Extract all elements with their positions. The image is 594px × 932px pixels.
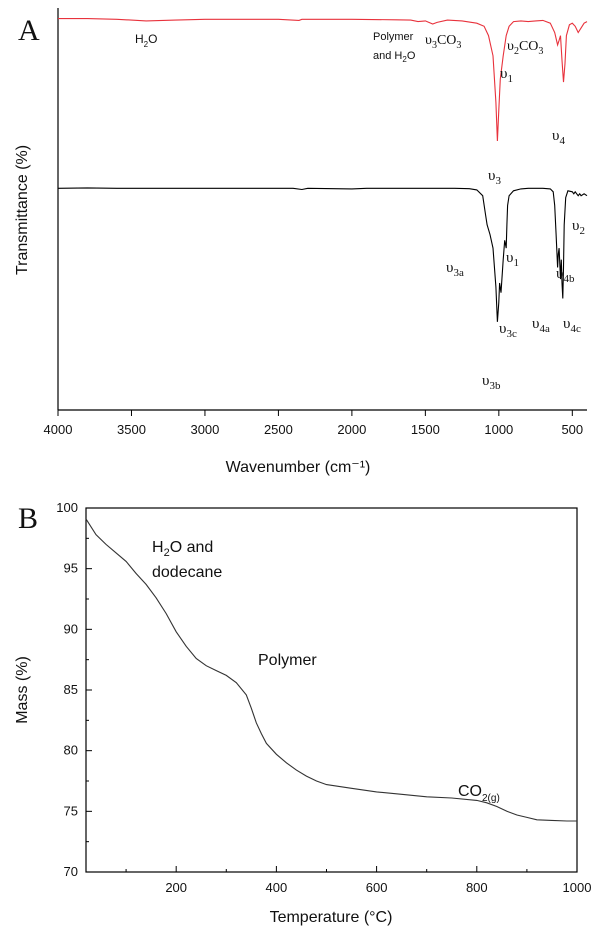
annotation-v4a-sub: 4a <box>539 323 550 335</box>
annotation-red-v1: υ1 <box>500 66 513 85</box>
panel-b-y-ticks: 70 75 80 85 90 95 100 <box>56 500 92 879</box>
annotation-v3co3-rest: CO <box>437 33 456 48</box>
panel-a: A 4000 3500 3000 2500 2000 1500 1000 500 Wavenu… <box>14 8 588 476</box>
annotation-b-co2-sub: 2(g) <box>482 793 500 804</box>
annotation-v3a-main: υ <box>446 260 453 276</box>
annotation-v1-main: υ <box>506 250 513 266</box>
annotation-red-v1-sub: 1 <box>507 73 513 85</box>
panel-b-y-tick-label: 90 <box>64 621 78 636</box>
panel-a-x-tick-label: 3500 <box>117 422 146 437</box>
panel-b-xlabel: Temperature (°C) <box>270 909 393 926</box>
annotation-red-v1-main: υ <box>500 66 507 82</box>
annotation-red-v4-main: υ <box>552 128 559 144</box>
annotation-v1-sub: 1 <box>513 257 519 269</box>
panel-b-y-tick-label: 95 <box>64 561 78 576</box>
panel-a-x-tick-label: 4000 <box>44 422 73 437</box>
panel-a-ylabel: Transmittance (%) <box>14 145 31 275</box>
panel-a-x-tick-label: 3000 <box>190 422 219 437</box>
annotation-polymer-line2-main: and H <box>373 50 402 62</box>
panel-b-x-ticks: 200 400 600 800 1000 <box>125 866 592 895</box>
panel-a-series <box>57 18 588 322</box>
panel-b-x-tick-label: 200 <box>165 880 187 895</box>
annotation-v2: υ2 <box>572 218 585 237</box>
annotation-h2o: H2O <box>135 32 157 49</box>
annotation-v3c-main: υ <box>499 321 506 337</box>
annotation-v2co3: υ2CO3 <box>507 39 543 57</box>
annotation-red-v3-main: υ <box>488 168 495 184</box>
annotation-b-polymer: Polymer <box>258 652 317 669</box>
annotation-v4a: υ4a <box>532 316 550 335</box>
annotation-v4c-sub: 4c <box>570 323 581 335</box>
annotation-polymer-sub: 2 <box>402 55 407 64</box>
annotation-v2co3-main: υ <box>507 39 514 54</box>
annotation-v2co3-rest: CO <box>519 39 538 54</box>
annotation-v3co3: υ3CO3 <box>425 33 461 51</box>
annotation-v2-main: υ <box>572 218 579 234</box>
panel-b-y-tick-label: 85 <box>64 682 78 697</box>
panel-a-x-tick-label: 500 <box>561 422 583 437</box>
panel-b-x-tick-label: 400 <box>266 880 288 895</box>
annotation-b-h2o-line1: H2O and <box>152 539 213 559</box>
annotation-v3a: υ3a <box>446 260 464 279</box>
panel-a-x-tick-label: 1500 <box>411 422 440 437</box>
annotation-v3a-sub: 3a <box>453 267 464 279</box>
annotation-polymer-line1: Polymer <box>373 31 414 43</box>
annotation-v4b: υ4b <box>556 266 575 285</box>
annotation-b-h2o-rest: O and <box>170 539 214 556</box>
annotation-v4b-main: υ <box>556 266 563 282</box>
annotation-v3b-main: υ <box>482 373 489 389</box>
annotation-v3b: υ3b <box>482 373 501 392</box>
panel-b-y-tick-label: 80 <box>64 743 78 758</box>
annotation-b-h2o-sub: 2 <box>164 547 170 559</box>
panel-b-x-tick-label: 600 <box>366 880 388 895</box>
annotation-v1: υ1 <box>506 250 519 269</box>
panel-a-x-ticks: 4000 3500 3000 2500 2000 1500 1000 500 <box>44 410 583 437</box>
panel-b-y-tick-label: 75 <box>64 803 78 818</box>
annotation-v3co3-sub: 3 <box>432 40 437 51</box>
annotation-v3co3-main: υ <box>425 33 432 48</box>
panel-b-y-tick-label: 100 <box>56 500 78 515</box>
annotation-v4b-sub: 4b <box>563 273 575 285</box>
annotation-b-co2-main: CO <box>458 783 482 800</box>
panel-b-ylabel: Mass (%) <box>14 656 31 724</box>
annotation-v3c: υ3c <box>499 321 517 340</box>
panel-b: B 200 400 600 800 1000 70 75 80 85 90 95 100 Tempe… <box>14 500 591 926</box>
annotation-h2o-main: H <box>135 32 144 46</box>
annotation-v4c-main: υ <box>563 316 570 332</box>
panel-a-series-black-line <box>57 187 588 322</box>
panel-b-letter: B <box>18 502 38 535</box>
annotation-red-v4: υ4 <box>552 128 565 147</box>
panel-a-x-tick-label: 2000 <box>337 422 366 437</box>
panel-a-letter: A <box>18 14 40 47</box>
annotation-v4a-main: υ <box>532 316 539 332</box>
panel-b-x-tick-label: 1000 <box>563 880 592 895</box>
annotation-v3c-sub: 3c <box>506 328 517 340</box>
panel-b-plot-frame <box>85 507 578 873</box>
annotation-b-h2o-main: H <box>152 539 164 556</box>
panel-a-xlabel: Wavenumber (cm⁻¹) <box>226 459 371 476</box>
annotation-v2co3-sub: 2 <box>514 46 519 57</box>
annotation-red-v3-sub: 3 <box>495 175 501 187</box>
panel-a-x-tick-label: 2500 <box>264 422 293 437</box>
panel-a-series-red-line <box>58 18 588 142</box>
annotation-v2co3-sub2: 3 <box>538 46 543 57</box>
annotation-h2o-sub: 2 <box>144 40 149 49</box>
annotation-v2-sub: 2 <box>579 225 585 237</box>
panel-b-mass-line <box>85 518 577 822</box>
panel-b-y-tick-label: 70 <box>64 864 78 879</box>
annotation-h2o-rest: O <box>148 32 157 46</box>
annotation-v4c: υ4c <box>563 316 581 335</box>
annotation-polymer-rest: O <box>407 50 416 62</box>
annotation-v3b-sub: 3b <box>489 380 501 392</box>
panel-a-x-tick-label: 1000 <box>484 422 513 437</box>
annotation-polymer-line2: and H2O <box>373 50 416 64</box>
panel-b-series <box>85 518 577 822</box>
annotation-red-v4-sub: 4 <box>559 135 565 147</box>
annotation-b-co2: CO2(g) <box>458 783 500 804</box>
annotation-v3co3-sub2: 3 <box>456 40 461 51</box>
annotation-b-h2o-line2: dodecane <box>152 564 222 581</box>
panel-b-x-tick-label: 800 <box>466 880 488 895</box>
annotation-red-v3: υ3 <box>488 168 501 187</box>
